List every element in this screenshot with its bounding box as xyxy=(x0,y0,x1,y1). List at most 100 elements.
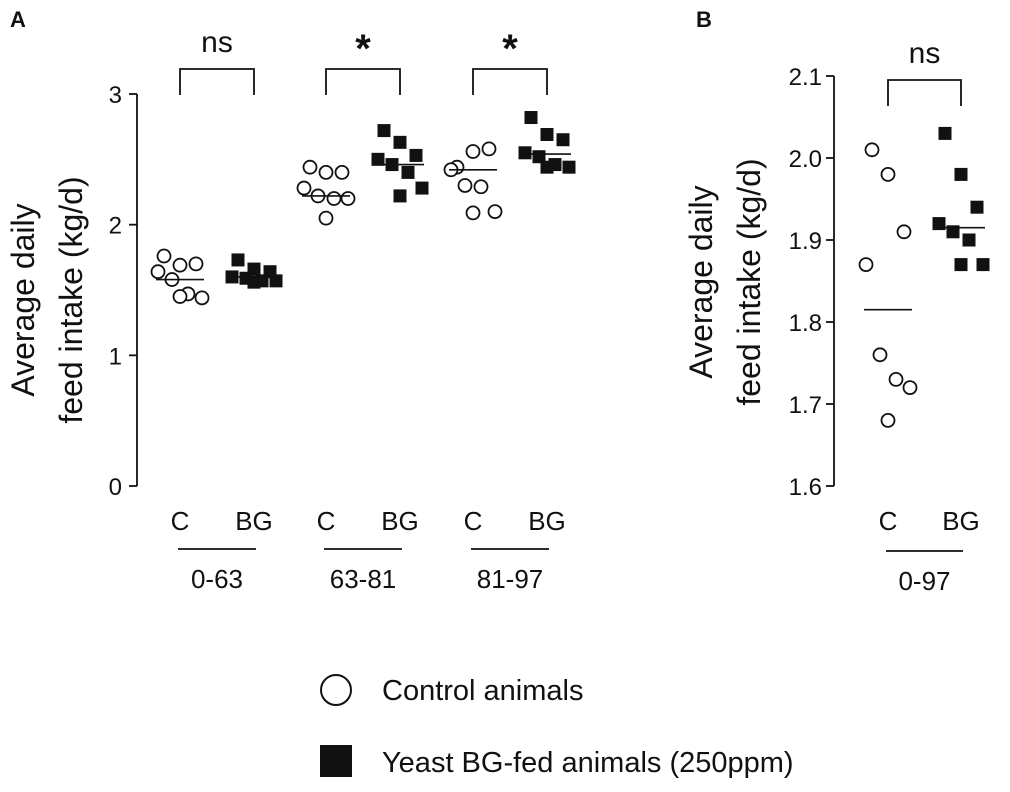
data-point-control xyxy=(888,371,904,387)
legend: Control animals Yeast BG-fed animals (25… xyxy=(320,674,794,779)
data-point-control xyxy=(188,256,204,272)
data-point-control xyxy=(172,257,188,273)
data-point-control xyxy=(318,164,334,180)
group-label: 0-63 xyxy=(191,564,243,594)
data-point-control xyxy=(481,141,497,157)
panel-a-points xyxy=(150,111,576,306)
y-tick-label: 1.8 xyxy=(789,310,822,337)
panel-a-means xyxy=(156,153,571,281)
panel-b-significance: ns xyxy=(887,37,962,106)
data-point-control xyxy=(194,290,210,306)
panel-b-means xyxy=(864,226,985,311)
y-tick-label: 2 xyxy=(109,213,122,240)
category-label-bg: BG xyxy=(942,506,980,536)
category-label-c: C xyxy=(317,506,336,536)
data-point-control xyxy=(864,142,880,158)
panel-a: A Average daily feed intake (kg/d) 0123 … xyxy=(5,7,576,594)
group-label: 0-97 xyxy=(898,566,950,596)
data-point-control xyxy=(902,380,918,396)
data-point-bg xyxy=(409,148,423,162)
data-point-bg xyxy=(231,253,245,267)
y-tick-label: 2.1 xyxy=(789,64,822,91)
data-point-bg xyxy=(524,111,538,125)
y-tick-label: 3 xyxy=(109,82,122,109)
significance-bracket xyxy=(472,68,548,95)
y-tick-label: 1.6 xyxy=(789,474,822,501)
data-point-bg xyxy=(393,135,407,149)
significance-label: ns xyxy=(909,37,941,70)
data-point-control xyxy=(465,205,481,221)
y-tick-label: 2.0 xyxy=(789,146,822,173)
data-point-bg xyxy=(946,225,960,239)
panel-b-category-labels: C BG xyxy=(879,506,980,536)
data-point-bg xyxy=(371,152,385,166)
significance-label: * xyxy=(502,27,518,71)
data-point-bg xyxy=(247,275,261,289)
data-point-control xyxy=(487,204,503,220)
data-point-bg xyxy=(954,167,968,181)
panel-b-letter: B xyxy=(696,7,712,32)
data-point-bg xyxy=(401,165,415,179)
significance-bracket xyxy=(325,68,401,95)
y-tick-label: 0 xyxy=(109,474,122,501)
panel-b-ylabel-line-1: Average daily xyxy=(683,185,719,378)
group-label: 63-81 xyxy=(330,564,397,594)
data-point-control xyxy=(326,191,342,206)
data-point-control xyxy=(473,179,489,195)
data-point-bg xyxy=(393,189,407,203)
panel-a-group-labels: 0-63 63-81 81-97 xyxy=(178,548,549,594)
panel-b-ylabel-line-2: feed intake (kg/d) xyxy=(731,158,767,405)
panel-a-ylabel-line-1: Average daily xyxy=(5,203,41,396)
panel-a-category-labels: C BG C BG C BG xyxy=(171,506,566,536)
data-point-control xyxy=(465,144,481,159)
data-point-control xyxy=(872,347,888,363)
data-point-control xyxy=(896,224,912,240)
y-tick-label: 1.7 xyxy=(789,392,822,419)
panel-a-y-axis-label: Average daily feed intake (kg/d) xyxy=(5,176,89,423)
data-point-control xyxy=(156,248,172,264)
panel-b: B Average daily feed intake (kg/d) 1.61.… xyxy=(683,7,990,596)
panel-a-y-ticks: 0 1 2 3 xyxy=(109,82,137,501)
legend-filled-square-marker xyxy=(320,745,352,777)
legend-label-control: Control animals xyxy=(382,675,583,707)
data-point-bg xyxy=(540,160,554,174)
data-point-control xyxy=(340,191,356,206)
legend-open-circle-marker xyxy=(320,674,352,706)
panel-b-y-ticks: 1.6 1.7 1.8 1.9 2.0 2.1 xyxy=(789,64,834,501)
data-point-bg xyxy=(377,124,391,138)
panel-b-y-axis-label: Average daily feed intake (kg/d) xyxy=(683,158,767,405)
legend-label-bg: Yeast BG-fed animals (250ppm) xyxy=(382,747,794,779)
data-point-bg xyxy=(970,200,984,214)
data-point-bg xyxy=(518,146,532,160)
panel-b-group-labels: 0-97 xyxy=(886,550,963,596)
data-point-bg xyxy=(962,233,976,247)
data-point-control xyxy=(318,210,334,226)
data-point-bg xyxy=(932,217,946,231)
data-point-bg xyxy=(415,181,429,195)
panel-a-letter: A xyxy=(10,7,26,32)
category-label-bg: BG xyxy=(235,506,273,536)
significance-bracket xyxy=(179,68,255,95)
data-point-bg xyxy=(556,133,570,147)
data-point-bg xyxy=(938,126,952,140)
data-point-control xyxy=(296,180,312,196)
data-point-control xyxy=(880,166,896,182)
category-label-bg: BG xyxy=(381,506,419,536)
category-label-c: C xyxy=(171,506,190,536)
panel-a-ylabel-line-2: feed intake (kg/d) xyxy=(53,176,89,423)
significance-label: ns xyxy=(201,26,233,59)
data-point-bg xyxy=(540,128,554,142)
y-tick-label: 1 xyxy=(109,343,122,370)
panel-a-significance: ns * * xyxy=(179,26,548,95)
data-point-bg xyxy=(562,160,576,174)
group-label: 81-97 xyxy=(477,564,544,594)
significance-label: * xyxy=(355,27,371,71)
data-point-bg xyxy=(954,258,968,272)
panel-b-points xyxy=(858,126,990,428)
category-label-bg: BG xyxy=(528,506,566,536)
y-tick-label: 1.9 xyxy=(789,228,822,255)
data-point-control xyxy=(150,264,166,280)
category-label-c: C xyxy=(879,506,898,536)
data-point-control xyxy=(880,412,896,428)
data-point-control xyxy=(858,257,874,273)
